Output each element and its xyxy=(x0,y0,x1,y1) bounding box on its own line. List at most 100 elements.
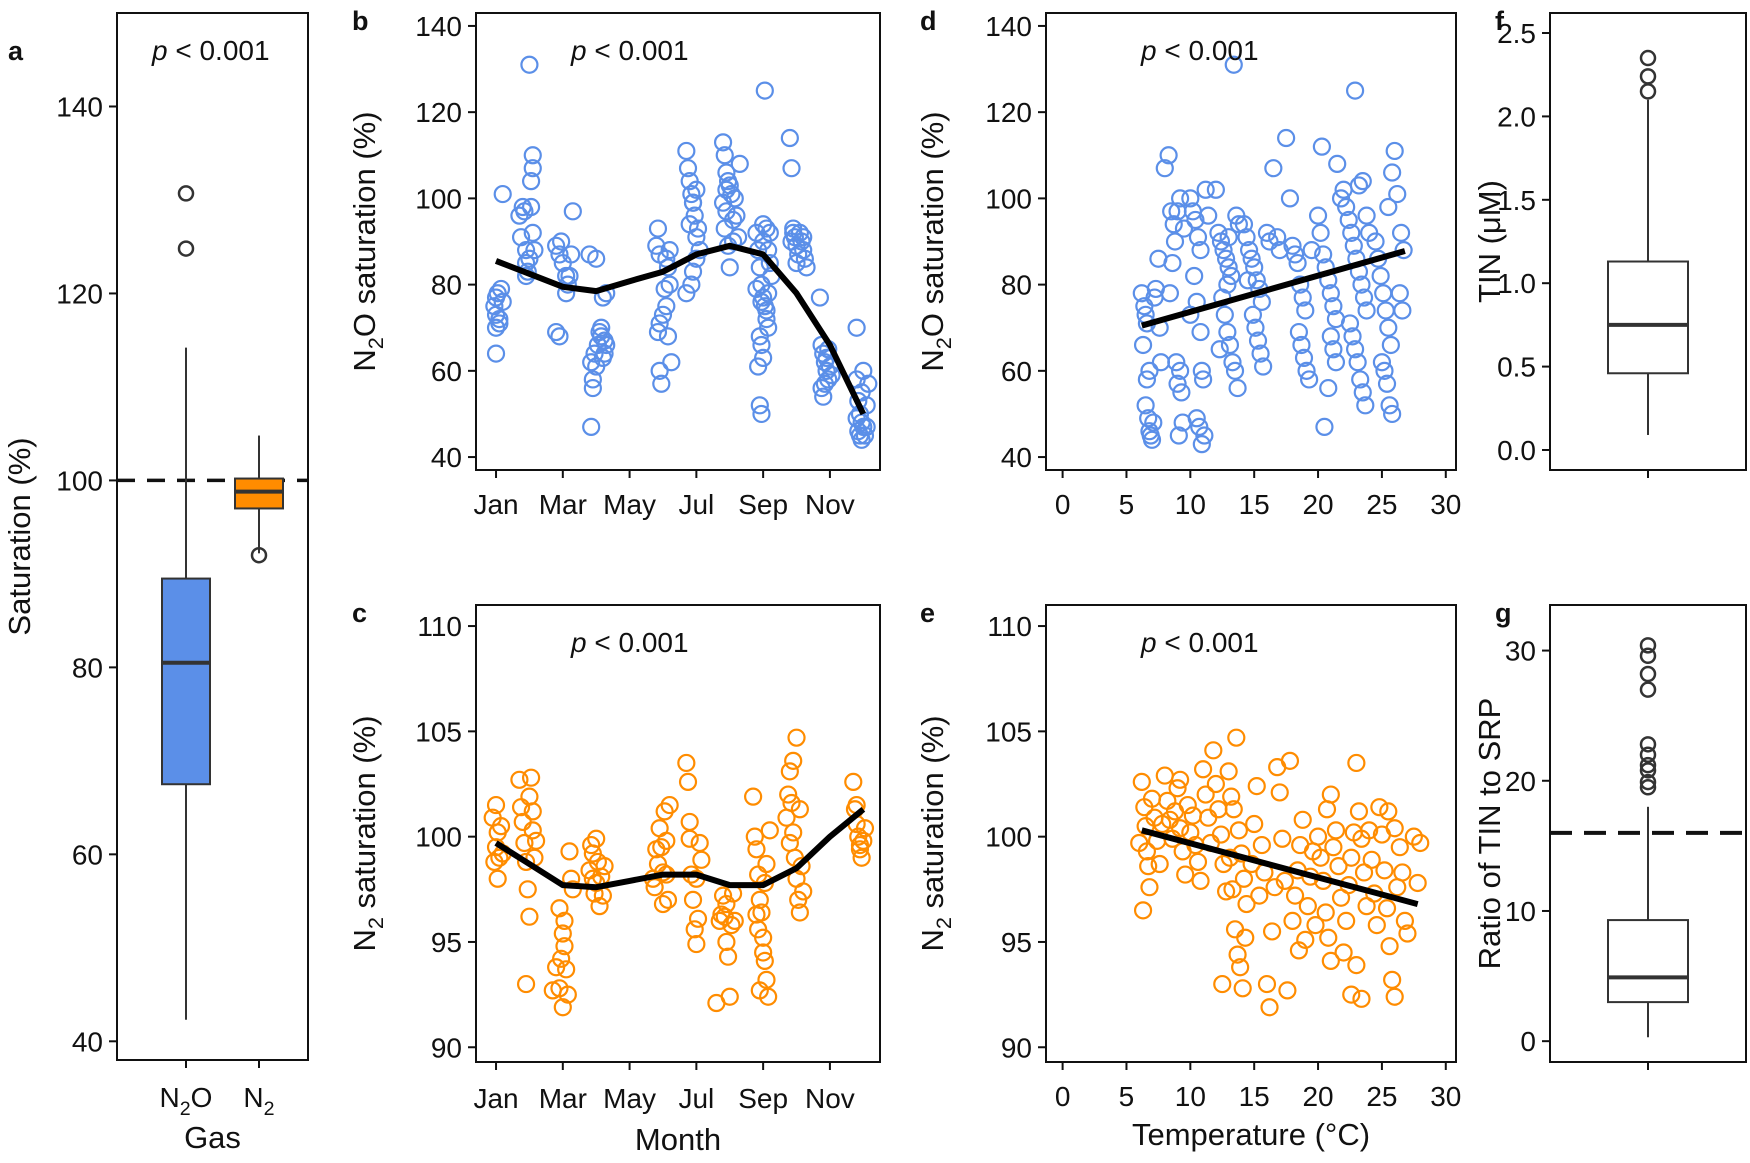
data-point xyxy=(683,193,703,212)
data-point xyxy=(1191,322,1210,342)
y-tick-label: 1.5 xyxy=(1497,185,1536,216)
data-point xyxy=(1168,779,1187,798)
data-point xyxy=(521,768,541,787)
box-iqr xyxy=(1607,260,1689,375)
y-axis-title-part: N xyxy=(915,929,950,951)
y-tick-label: 95 xyxy=(1001,927,1032,958)
data-point xyxy=(1357,206,1376,225)
data-point xyxy=(815,374,835,393)
data-point xyxy=(1344,236,1363,255)
data-point xyxy=(1345,81,1365,100)
data-point xyxy=(790,800,809,819)
data-point xyxy=(747,905,766,924)
trend-line xyxy=(1141,827,1419,907)
data-point xyxy=(782,159,801,178)
data-point xyxy=(1188,228,1208,247)
y-axis-title-subscript: 2 xyxy=(363,917,388,929)
data-point xyxy=(1218,275,1237,294)
data-point xyxy=(1393,863,1412,882)
data-point xyxy=(717,932,736,952)
data-point xyxy=(1237,894,1256,914)
data-point xyxy=(583,844,602,863)
data-point xyxy=(1268,228,1287,247)
data-point xyxy=(1377,374,1397,393)
data-point xyxy=(550,327,569,346)
data-point xyxy=(1348,353,1367,372)
data-point xyxy=(1228,378,1247,398)
data-point xyxy=(1264,159,1283,178)
data-point xyxy=(1375,361,1394,380)
data-point xyxy=(1140,878,1159,897)
x-tick-label: 20 xyxy=(1302,489,1333,520)
outlier-point xyxy=(1639,736,1657,753)
x-tick-label-part: N xyxy=(160,1082,180,1113)
data-point xyxy=(1215,305,1234,324)
y-axis-title: Ratio of TIN to SRP xyxy=(1472,698,1507,970)
p-value-annotation: p < 0.001 xyxy=(570,35,689,66)
data-point xyxy=(1238,271,1257,290)
data-point xyxy=(1218,322,1237,342)
x-tick-label: 20 xyxy=(1302,1081,1333,1112)
panel-letter: g xyxy=(1495,598,1512,628)
data-point xyxy=(1326,353,1346,372)
data-point xyxy=(1280,189,1300,208)
data-point xyxy=(1142,430,1162,449)
data-point xyxy=(486,795,506,815)
data-point xyxy=(1285,886,1305,905)
outlier-point xyxy=(1639,83,1657,100)
data-point xyxy=(1408,873,1427,893)
data-point xyxy=(1187,409,1206,428)
data-point xyxy=(1393,301,1412,320)
data-point xyxy=(491,279,511,299)
data-point xyxy=(1315,417,1334,436)
data-point xyxy=(1225,920,1245,939)
data-point xyxy=(650,361,669,380)
data-point xyxy=(682,184,701,204)
data-point xyxy=(1222,787,1241,806)
data-point xyxy=(759,284,778,303)
data-point xyxy=(1353,172,1372,191)
data-point xyxy=(760,821,779,840)
data-point xyxy=(647,236,666,255)
data-point xyxy=(692,850,711,869)
data-point xyxy=(595,344,614,363)
y-axis-title-part: saturation (%) xyxy=(915,715,950,917)
data-point xyxy=(1324,297,1343,316)
data-point xyxy=(780,128,799,148)
data-point xyxy=(648,322,668,342)
y-tick-label: 20 xyxy=(1505,766,1536,797)
data-point xyxy=(779,785,798,804)
y-axis-title-part: saturation (%) xyxy=(347,715,382,917)
p-value-annotation: p < 0.001 xyxy=(1140,627,1259,658)
data-point xyxy=(1321,785,1340,804)
data-point xyxy=(1308,206,1328,225)
data-point xyxy=(1394,241,1413,260)
data-point xyxy=(1337,197,1356,217)
data-point xyxy=(1298,897,1317,916)
data-point xyxy=(1352,275,1371,294)
data-point xyxy=(787,253,806,273)
data-point xyxy=(1171,770,1190,789)
data-point xyxy=(510,770,529,789)
data-point xyxy=(1278,981,1297,1000)
data-point xyxy=(1237,228,1256,247)
x-tick-label: 5 xyxy=(1119,1081,1135,1112)
data-point xyxy=(760,253,779,273)
x-tick-label: N2O xyxy=(160,1082,213,1120)
data-point xyxy=(1270,783,1289,802)
data-point xyxy=(1224,55,1243,74)
x-axis-title: Month xyxy=(635,1122,721,1157)
data-point xyxy=(662,353,681,372)
panel-d: 40 60 80 100 120 140 0 5 10 15 20 25 30 d N2O saturati… xyxy=(915,6,1461,520)
data-point xyxy=(657,831,676,850)
y-tick-label: 120 xyxy=(56,278,103,309)
data-point xyxy=(553,924,572,943)
outlier-point xyxy=(177,185,195,202)
data-point xyxy=(1311,223,1330,242)
data-point xyxy=(854,831,873,850)
data-point xyxy=(1379,197,1398,217)
data-point xyxy=(750,258,769,277)
data-point xyxy=(1223,880,1242,899)
data-point xyxy=(1242,249,1261,268)
